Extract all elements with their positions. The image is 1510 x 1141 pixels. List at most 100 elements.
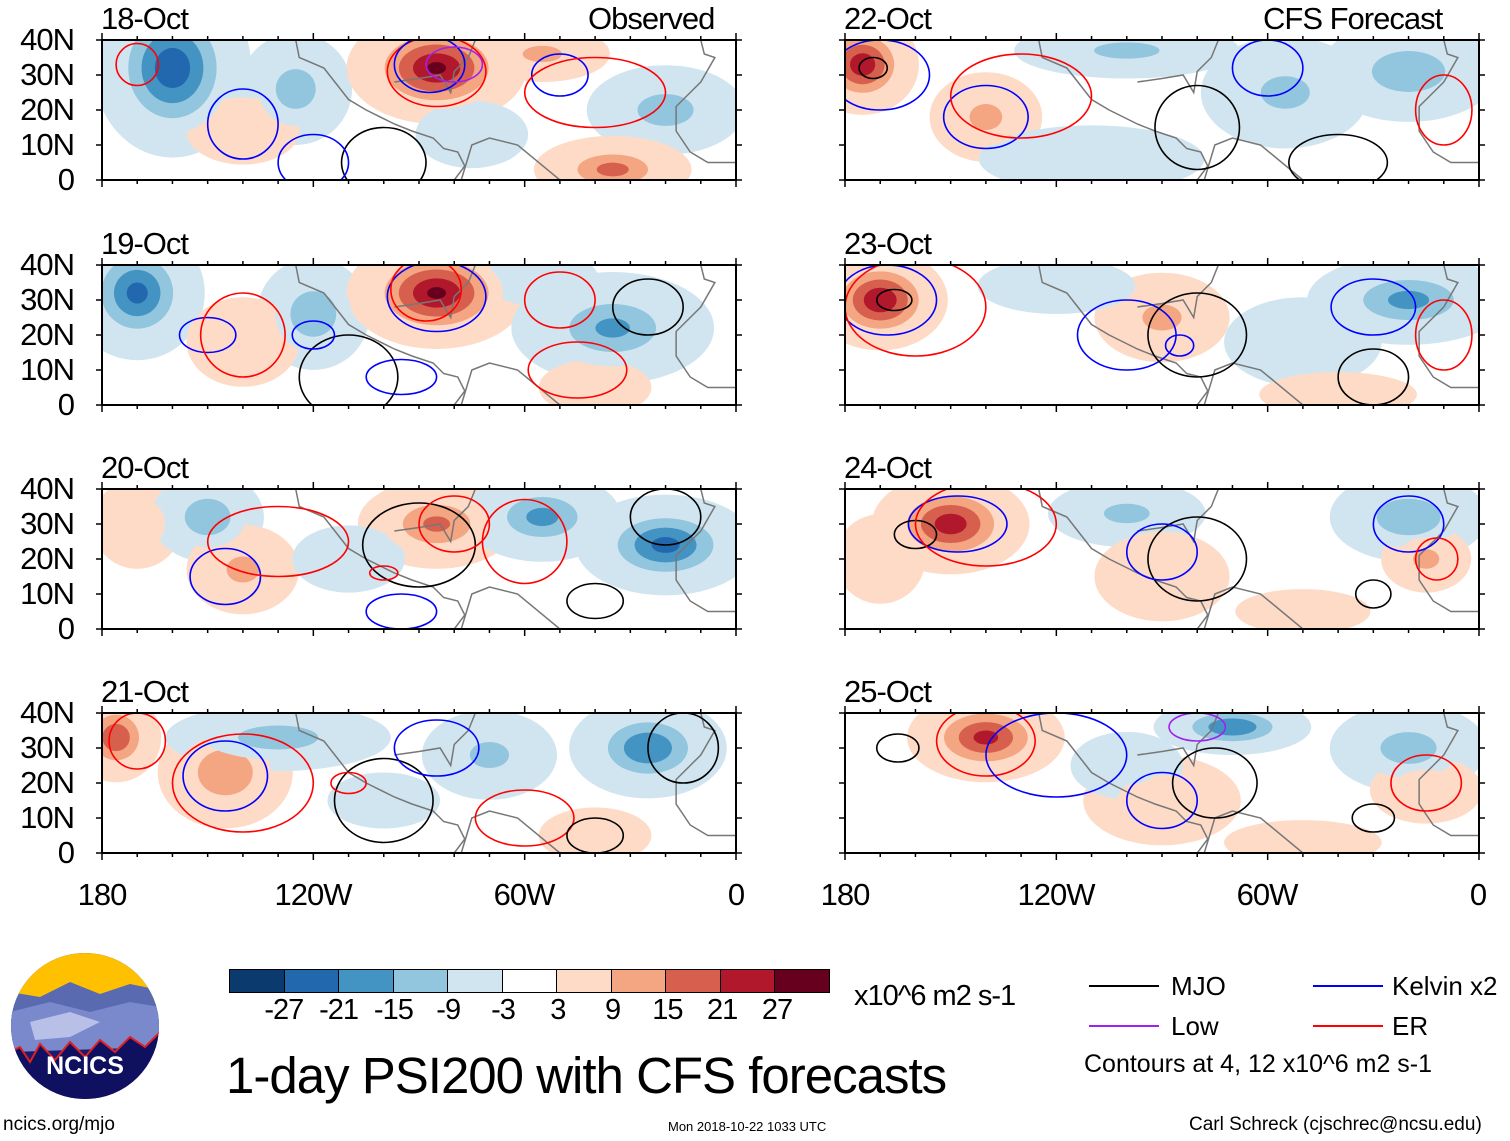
contour-kelvin (182, 740, 269, 812)
colorbar-swatch (611, 970, 666, 992)
contour-er (1414, 299, 1473, 371)
map-panel (839, 706, 1485, 860)
y-tick-label: 0 (57, 162, 75, 197)
contour-mjo (1171, 747, 1258, 819)
contour-er (523, 56, 667, 129)
y-tick-label: 10N (20, 127, 75, 162)
contour-kelvin (530, 53, 589, 97)
anomaly-shade (1094, 42, 1160, 59)
contour-er (949, 53, 1093, 139)
map-panel (96, 33, 742, 187)
colorbar-unit: x10^6 m2 s-1 (854, 980, 1016, 1012)
legend-label-kelvin: Kelvin x2 (1392, 971, 1498, 1001)
contour-mjo (361, 502, 477, 588)
contour-kelvin (291, 320, 336, 350)
contour-mjo (875, 288, 913, 312)
map-panel (96, 706, 742, 860)
anomaly-shade (427, 287, 447, 299)
legend-line-mjo (1089, 985, 1159, 987)
colorbar-label: 21 (707, 994, 738, 1026)
coastline (294, 713, 561, 853)
anomaly-shade (1264, 598, 1342, 625)
y-tick-label: 0 (57, 611, 75, 646)
y-tick-label: 30N (20, 282, 75, 317)
legend-line-er (1313, 1025, 1383, 1027)
anomaly-shade (855, 534, 905, 584)
panel-date: 23-Oct (844, 226, 932, 261)
coastline (1418, 40, 1479, 164)
legend-label-mjo: MJO (1171, 971, 1226, 1001)
contour-mjo (858, 56, 889, 80)
anomaly-shade (969, 104, 1003, 130)
contour-mjo (629, 489, 702, 546)
y-tick-label: 0 (57, 387, 75, 422)
map-panel (96, 258, 742, 412)
anomaly-shade (212, 112, 274, 150)
anomaly-shade (863, 287, 897, 313)
panel-date: 21-Oct (101, 674, 189, 709)
contour-note: Contours at 4, 12 x10^6 m2 s-1 (1084, 1050, 1433, 1078)
contour-mjo (1147, 292, 1248, 378)
logo-text: NCICS (46, 1052, 124, 1080)
anomaly-shade (154, 47, 191, 89)
anomaly-shade (1376, 498, 1441, 536)
footer-url[interactable]: ncics.org/mjo (3, 1114, 115, 1135)
contour-mjo (647, 713, 720, 784)
y-tick-label: 30N (20, 730, 75, 765)
anomaly-shade (1258, 316, 1348, 368)
anomaly-shade (1103, 503, 1150, 524)
panel-date: 19-Oct (101, 226, 189, 261)
coastline (1418, 265, 1479, 389)
contour-kelvin (189, 547, 262, 606)
coastline (394, 265, 477, 320)
anomaly-shade (469, 742, 510, 768)
y-tick-label: 10N (20, 352, 75, 387)
colorbar-swatch (557, 970, 612, 992)
anomaly-shade (1371, 51, 1446, 92)
contour-kelvin (393, 719, 480, 777)
contour-er (474, 789, 575, 847)
panel-date: 18-Oct (101, 1, 189, 36)
contour-kelvin (393, 40, 466, 94)
anomaly-shade (109, 496, 165, 552)
colorbar-label: -3 (491, 994, 516, 1026)
coastline (1418, 713, 1479, 837)
y-tick-label: 0 (57, 835, 75, 870)
contour-kelvin (386, 265, 487, 333)
contour-er (199, 292, 286, 378)
x-tick-label: 180 (820, 877, 871, 912)
contour-kelvin (1164, 334, 1195, 357)
coastline (675, 713, 736, 837)
anomaly-shade (563, 371, 628, 404)
colorbar-swatch (393, 970, 448, 992)
observed-label: Observed (588, 1, 715, 36)
y-tick-label: 30N (20, 506, 75, 541)
legend-line-kelvin (1313, 985, 1383, 987)
map-panel (839, 258, 1485, 412)
contour-kelvin (1372, 495, 1445, 553)
map-panel (96, 482, 742, 636)
contour-kelvin (845, 40, 931, 111)
y-tick-label: 20N (20, 765, 75, 800)
coastline (1037, 489, 1304, 629)
anomaly-shade (637, 94, 694, 126)
contour-kelvin (845, 265, 938, 336)
colorbar-swatch (502, 970, 557, 992)
contour-er (1414, 74, 1473, 146)
figure-title: 1-day PSI200 with CFS forecasts (226, 1047, 947, 1104)
contour-kelvin (1330, 278, 1417, 336)
contour-kelvin (178, 316, 237, 354)
contour-kelvin (277, 133, 350, 180)
y-tick-label: 10N (20, 800, 75, 835)
x-tick-label: 0 (1469, 877, 1487, 912)
anomaly-shade (1391, 769, 1461, 811)
colorbar-label: -21 (319, 994, 359, 1026)
contour-er (914, 489, 1058, 567)
y-tick-label: 40N (20, 471, 75, 506)
contour-low (425, 46, 484, 83)
coastline (675, 489, 736, 613)
anomaly-shade (184, 498, 231, 536)
contour-mjo (333, 757, 434, 844)
contour-er (1390, 754, 1463, 812)
legend-line-low (1089, 1025, 1159, 1027)
